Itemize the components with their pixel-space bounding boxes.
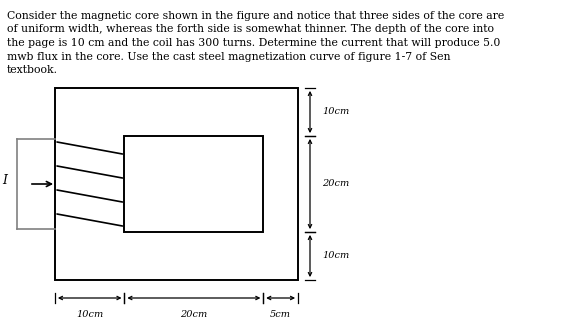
Text: 10cm: 10cm [322, 251, 349, 261]
Text: I: I [2, 173, 7, 186]
Bar [55, 88, 298, 280]
Text: 10cm: 10cm [76, 310, 104, 317]
Text: 20cm: 20cm [322, 179, 349, 189]
Text: mwb flux in the core. Use the cast steel magnetization curve of figure 1-7 of Se: mwb flux in the core. Use the cast steel… [7, 51, 451, 61]
Bar [125, 136, 263, 232]
Text: of uniform width, whereas the forth side is somewhat thinner. The depth of the c: of uniform width, whereas the forth side… [7, 24, 494, 35]
Text: 5cm: 5cm [270, 310, 291, 317]
Text: 20cm: 20cm [180, 310, 208, 317]
Text: 10cm: 10cm [322, 107, 349, 117]
Text: Consider the magnetic core shown in the figure and notice that three sides of th: Consider the magnetic core shown in the … [7, 11, 504, 21]
Text: the page is 10 cm and the coil has 300 turns. Determine the current that will pr: the page is 10 cm and the coil has 300 t… [7, 38, 500, 48]
Text: textbook.: textbook. [7, 65, 58, 75]
